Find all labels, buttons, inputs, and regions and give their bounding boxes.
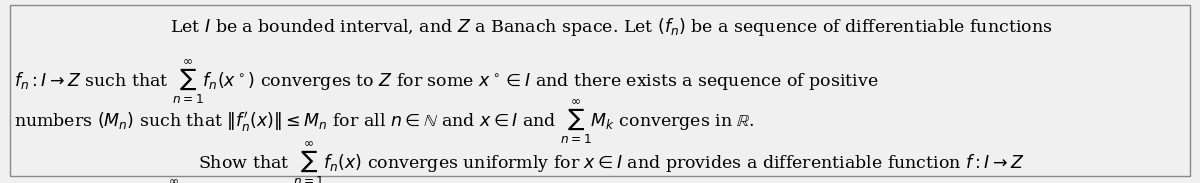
Text: Show that $\sum_{n=1}^{\infty} f_n(x)$ converges uniformly for $x \in I$ and pro: Show that $\sum_{n=1}^{\infty} f_n(x)$ c… <box>175 139 1025 183</box>
Text: numbers $(M_n)$ such that $\Vert f_n'(x)\Vert \leq M_n$ for all $n \in \mathbb{N: numbers $(M_n)$ such that $\Vert f_n'(x)… <box>14 97 755 146</box>
Text: Let $I$ be a bounded interval, and $Z$ a Banach space. Let $(f_n)$ be a sequence: Let $I$ be a bounded interval, and $Z$ a… <box>148 16 1052 38</box>
Text: $f_n : I \rightarrow Z$ such that $\sum_{n=1}^{\infty} f_n(x^\circ)$ converges t: $f_n : I \rightarrow Z$ such that $\sum_… <box>14 57 878 106</box>
Text: such that $f'(x) = \sum_{n=1}^{\infty} f_n'(x)$, with the convergence of the lat: such that $f'(x) = \sum_{n=1}^{\infty} f… <box>14 178 847 183</box>
